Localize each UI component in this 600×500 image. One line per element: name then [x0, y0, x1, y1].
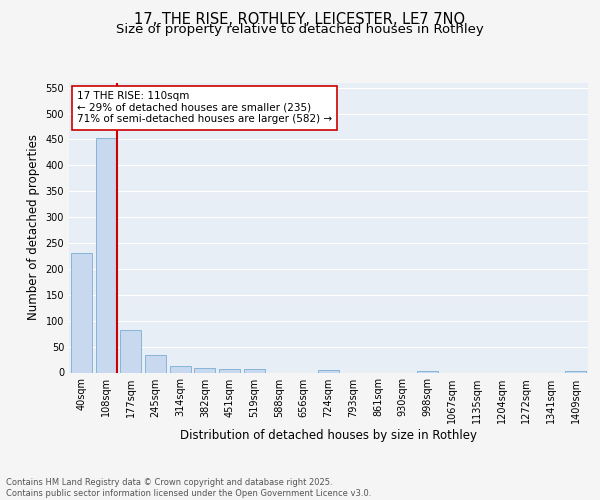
- Bar: [318, 370, 339, 372]
- Bar: [120, 330, 141, 372]
- Bar: [244, 370, 265, 372]
- Bar: [145, 356, 166, 372]
- Text: 17 THE RISE: 110sqm
← 29% of detached houses are smaller (235)
71% of semi-detac: 17 THE RISE: 110sqm ← 29% of detached ho…: [77, 91, 332, 124]
- Bar: [71, 254, 92, 372]
- Bar: [95, 138, 116, 372]
- Bar: [170, 366, 191, 372]
- Text: Contains HM Land Registry data © Crown copyright and database right 2025.
Contai: Contains HM Land Registry data © Crown c…: [6, 478, 371, 498]
- Y-axis label: Number of detached properties: Number of detached properties: [27, 134, 40, 320]
- Text: Size of property relative to detached houses in Rothley: Size of property relative to detached ho…: [116, 24, 484, 36]
- Bar: [194, 368, 215, 372]
- X-axis label: Distribution of detached houses by size in Rothley: Distribution of detached houses by size …: [180, 428, 477, 442]
- Bar: [219, 369, 240, 372]
- Text: 17, THE RISE, ROTHLEY, LEICESTER, LE7 7NQ: 17, THE RISE, ROTHLEY, LEICESTER, LE7 7N…: [134, 12, 466, 28]
